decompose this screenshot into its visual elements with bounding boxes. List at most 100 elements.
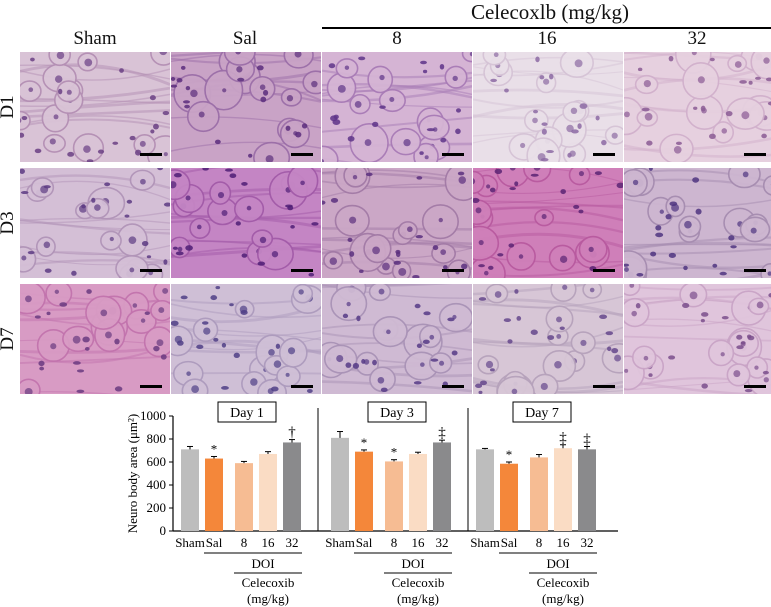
bar-day1-32: [283, 442, 301, 531]
scale-bar: [291, 269, 313, 272]
x-tick-label: 8: [241, 535, 248, 550]
micrograph-d1-sal: [171, 52, 321, 162]
y-tick-label: 0: [160, 523, 167, 538]
significance-mark: *: [506, 447, 513, 462]
unit-label: (mg/kg): [397, 591, 439, 606]
bar-day1-sham: [181, 449, 199, 531]
panel-title-box: [367, 401, 427, 423]
micrograph-d3-celecoxib-8: [322, 168, 472, 278]
y-tick-label: 800: [147, 431, 167, 446]
doi-label: DOI: [546, 556, 569, 571]
unit-label: (mg/kg): [247, 591, 289, 606]
micrograph-d3-sham: [20, 168, 170, 278]
micrograph-d3-sal: [171, 168, 321, 278]
micrograph-d7-sal: [171, 284, 321, 394]
bar-day7-8: [530, 457, 548, 531]
celecoxib-label: Celecoxib: [392, 575, 445, 590]
scale-bar: [593, 385, 615, 388]
panel-title: Day 1: [230, 406, 264, 421]
scale-bar: [442, 153, 464, 156]
x-tick-label: Sal: [206, 535, 223, 550]
y-tick-label: 600: [147, 454, 167, 469]
unit-label: (mg/kg): [542, 591, 584, 606]
bar-day1-sal: [205, 458, 223, 531]
group-title-rule: [322, 27, 771, 29]
bar-day1-16: [259, 453, 277, 531]
micrograph-d1-sham: [20, 52, 170, 162]
y-tick-label: 1000: [140, 408, 166, 423]
bar-day3-8: [385, 461, 403, 531]
row-label-d3: D3: [0, 211, 18, 235]
significance-mark: *: [391, 445, 398, 460]
scale-bar: [744, 269, 766, 272]
significance-mark: ‡: [583, 431, 591, 447]
significance-mark: *: [211, 441, 218, 456]
x-tick-label: Sham: [175, 535, 205, 550]
bar-day7-sal: [500, 463, 518, 531]
micrograph-d1-celecoxib-16: [473, 52, 623, 162]
x-tick-label: Sal: [356, 535, 373, 550]
y-tick-label: 200: [147, 500, 167, 515]
panel-title-box: [217, 401, 277, 423]
micrograph-d7-celecoxib-8: [322, 284, 472, 394]
bar-day7-32: [578, 449, 596, 531]
column-label-sal: Sal: [232, 28, 258, 49]
x-tick-label: 16: [557, 535, 571, 550]
significance-mark: ‡: [438, 425, 446, 441]
bar-day3-sham: [331, 437, 349, 531]
x-tick-label: Sal: [501, 535, 518, 550]
x-tick-label: 8: [391, 535, 398, 550]
bar-day1-8: [235, 463, 253, 531]
histology-grid: [20, 52, 771, 394]
x-tick-label: 32: [436, 535, 449, 550]
scale-bar: [140, 269, 162, 272]
bar-day3-16: [409, 453, 427, 531]
x-tick-label: 16: [262, 535, 276, 550]
row-label-d7: D7: [0, 327, 18, 351]
celecoxib-label: Celecoxib: [242, 575, 295, 590]
x-tick-label: 32: [286, 535, 299, 550]
doi-label: DOI: [251, 556, 274, 571]
micrograph-d1-celecoxib-8: [322, 52, 472, 162]
micrograph-d7-sham: [20, 284, 170, 394]
panel-title: Day 7: [525, 406, 559, 421]
panel-title: Day 3: [380, 406, 414, 421]
micrograph-d3-celecoxib-16: [473, 168, 623, 278]
x-tick-label: Sham: [325, 535, 355, 550]
scale-bar: [291, 153, 313, 156]
significance-mark: *: [361, 435, 368, 450]
doi-label: DOI: [401, 556, 424, 571]
x-tick-label: 16: [412, 535, 426, 550]
scale-bar: [442, 385, 464, 388]
scale-bar: [442, 269, 464, 272]
bar-day3-32: [433, 442, 451, 531]
micrograph-d7-celecoxib-16: [473, 284, 623, 394]
bar-day3-sal: [355, 451, 373, 531]
x-tick-label: Sham: [470, 535, 500, 550]
column-label-32: 32: [687, 28, 707, 49]
micrograph-d3-celecoxib-32: [624, 168, 771, 278]
y-tick-label: 400: [147, 477, 167, 492]
significance-mark: ‡: [559, 430, 567, 446]
scale-bar: [593, 269, 615, 272]
bar-day7-sham: [476, 449, 494, 531]
scale-bar: [593, 153, 615, 156]
column-label-16: 16: [537, 28, 557, 49]
column-label-8: 8: [392, 28, 402, 49]
scale-bar: [744, 153, 766, 156]
row-label-d1: D1: [0, 95, 18, 119]
group-title: Celecoxlb (mg/kg): [470, 0, 630, 24]
micrograph-d7-celecoxib-32: [624, 284, 771, 394]
y-axis-label: Neuro body area (μm²): [125, 414, 140, 534]
x-tick-label: 8: [536, 535, 543, 550]
panel-title-box: [512, 401, 572, 423]
significance-mark: †: [288, 425, 296, 441]
celecoxib-label: Celecoxib: [537, 575, 590, 590]
scale-bar: [744, 385, 766, 388]
column-label-sham: Sham: [73, 28, 117, 49]
scale-bar: [140, 385, 162, 388]
x-tick-label: 32: [581, 535, 594, 550]
scale-bar: [140, 153, 162, 156]
scale-bar: [291, 385, 313, 388]
